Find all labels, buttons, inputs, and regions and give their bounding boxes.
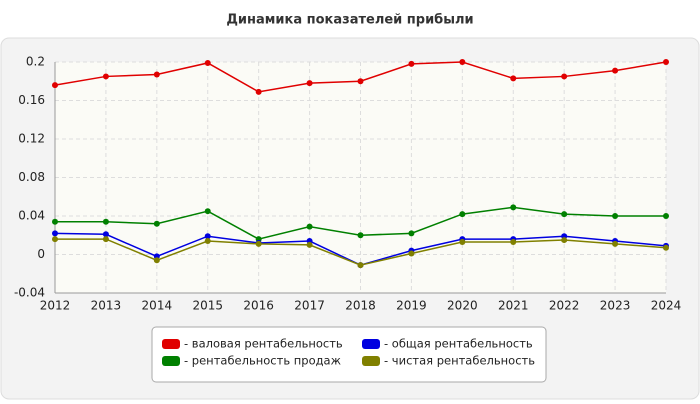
point (306, 241, 313, 248)
point (255, 88, 262, 95)
legend-box (151, 326, 547, 383)
point (255, 240, 262, 247)
y-tick-label: -0.04 (14, 286, 45, 300)
x-tick-label: 2018 (345, 299, 376, 313)
x-tick-label: 2015 (192, 299, 223, 313)
legend-swatch (362, 356, 380, 366)
point (306, 223, 313, 230)
point (459, 59, 466, 65)
point (357, 78, 364, 85)
point (510, 75, 517, 82)
point (408, 250, 415, 257)
point (306, 80, 313, 87)
point (153, 220, 160, 227)
point (204, 59, 211, 66)
y-tick-label: 0 (37, 247, 45, 261)
point (52, 230, 58, 237)
legend-label: - рентабельность продаж (184, 354, 341, 368)
point (357, 262, 364, 269)
point (357, 232, 364, 239)
point (663, 244, 669, 251)
x-tick-label: 2014 (142, 299, 173, 313)
x-tick-label: 2012 (40, 299, 71, 313)
point (510, 238, 517, 245)
point (612, 213, 619, 219)
legend-swatch (362, 339, 380, 349)
point (459, 238, 466, 245)
point (663, 59, 669, 65)
point (102, 231, 109, 238)
point (153, 71, 160, 78)
x-tick-label: 2020 (447, 299, 478, 313)
y-tick-label: 0.2 (26, 55, 45, 69)
x-tick-label: 2024 (651, 299, 682, 313)
x-tick-label: 2021 (498, 299, 529, 313)
x-tick-label: 2023 (600, 299, 631, 313)
point (204, 238, 211, 245)
legend-label: - общая рентабельность (384, 337, 533, 351)
point (612, 240, 619, 247)
y-tick-label: 0.12 (18, 132, 45, 146)
point (561, 211, 568, 218)
point (561, 73, 568, 80)
point (102, 218, 109, 225)
point (561, 237, 568, 244)
point (408, 230, 415, 237)
x-tick-label: 2022 (549, 299, 580, 313)
point (153, 257, 160, 264)
legend-label: - чистая рентабельность (384, 354, 535, 368)
x-tick-label: 2016 (243, 299, 274, 313)
y-tick-label: 0.16 (18, 93, 45, 107)
legend-label: - валовая рентабельность (184, 337, 343, 351)
chart-title: Динамика показателей прибыли (226, 13, 473, 28)
x-tick-label: 2019 (396, 299, 427, 313)
point (102, 236, 109, 243)
point (510, 204, 517, 211)
y-tick-label: 0.04 (18, 209, 45, 223)
legend-swatch (162, 339, 180, 349)
y-tick-label: 0.08 (18, 170, 45, 184)
point (52, 218, 58, 225)
x-tick-label: 2013 (91, 299, 122, 313)
legend-swatch (162, 356, 180, 366)
point (663, 213, 669, 219)
point (612, 67, 619, 74)
x-tick-label: 2017 (294, 299, 325, 313)
point (204, 208, 211, 215)
point (408, 60, 415, 67)
point (52, 82, 58, 89)
legend: - валовая рентабельность - рентабельность… (151, 326, 547, 383)
point (204, 233, 211, 240)
point (459, 211, 466, 218)
point (52, 236, 58, 243)
point (102, 73, 109, 80)
